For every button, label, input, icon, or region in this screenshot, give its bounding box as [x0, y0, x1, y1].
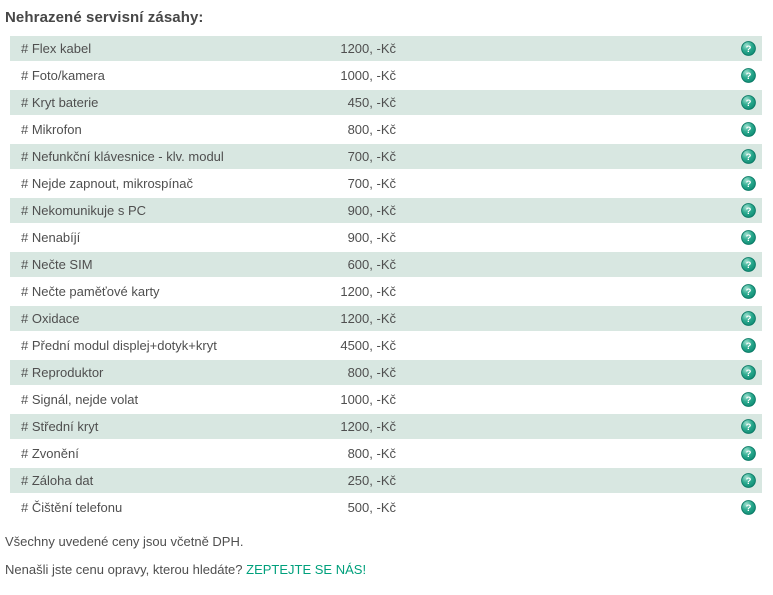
help-icon[interactable]: ?	[741, 284, 756, 299]
table-row: # Čištění telefonu 500, -Kč?	[10, 495, 762, 520]
svg-text:?: ?	[746, 314, 752, 325]
svg-text:?: ?	[746, 476, 752, 487]
price-label: 1200, -Kč	[340, 311, 396, 326]
price-label: 500, -Kč	[347, 500, 396, 515]
help-icon[interactable]: ?	[741, 419, 756, 434]
svg-text:?: ?	[746, 368, 752, 379]
service-label: # Zvonění	[21, 446, 79, 461]
table-row: # Kryt baterie 450, -Kč?	[10, 90, 762, 115]
table-row: # Přední modul displej+dotyk+kryt 4500, -…	[10, 333, 762, 358]
table-row: # Nečte paměťové karty 1200, -Kč?	[10, 279, 762, 304]
service-label: # Záloha dat	[21, 473, 94, 488]
table-row: # Oxidace 1200, -Kč?	[10, 306, 762, 331]
table-row: # Záloha dat 250, -Kč?	[10, 468, 762, 493]
table-row: # Střední kryt 1200, -Kč?	[10, 414, 762, 439]
service-label: # Signál, nejde volat	[21, 392, 139, 407]
service-label: # Nefunkční klávesnice - klv. modul	[21, 149, 224, 164]
svg-text:?: ?	[746, 71, 752, 82]
svg-text:?: ?	[746, 179, 752, 190]
svg-text:?: ?	[746, 287, 752, 298]
table-row: # Zvonění 800, -Kč?	[10, 441, 762, 466]
help-icon[interactable]: ?	[741, 446, 756, 461]
service-label: # Nekomunikuje s PC	[21, 203, 146, 218]
service-label: # Mikrofon	[21, 122, 82, 137]
price-label: 1000, -Kč	[340, 68, 396, 83]
price-label: 450, -Kč	[347, 95, 396, 110]
price-label: 700, -Kč	[347, 176, 396, 191]
price-label: 900, -Kč	[347, 230, 396, 245]
table-row: # Nekomunikuje s PC 900, -Kč?	[10, 198, 762, 223]
service-label: # Přední modul displej+dotyk+kryt	[21, 338, 217, 353]
svg-text:?: ?	[746, 206, 752, 217]
help-icon[interactable]: ?	[741, 68, 756, 83]
service-label: # Nejde zapnout, mikrospínač	[21, 176, 193, 191]
help-icon[interactable]: ?	[741, 473, 756, 488]
svg-text:?: ?	[746, 503, 752, 514]
table-row: # Signál, nejde volat 1000, -Kč?	[10, 387, 762, 412]
help-icon[interactable]: ?	[741, 41, 756, 56]
table-row: # Flex kabel 1200, -Kč?	[10, 36, 762, 61]
footer-question-text: Nenašli jste cenu opravy, kterou hledáte…	[5, 562, 243, 577]
price-label: 1200, -Kč	[340, 41, 396, 56]
table-row: # Nejde zapnout, mikrospínač 700, -Kč?	[10, 171, 762, 196]
help-icon[interactable]: ?	[741, 500, 756, 515]
svg-text:?: ?	[746, 395, 752, 406]
help-icon[interactable]: ?	[741, 311, 756, 326]
help-icon[interactable]: ?	[741, 392, 756, 407]
svg-text:?: ?	[746, 422, 752, 433]
page-title: Nehrazené servisní zásahy:	[5, 9, 204, 26]
svg-text:?: ?	[746, 260, 752, 271]
price-label: 800, -Kč	[347, 446, 396, 461]
price-label: 700, -Kč	[347, 149, 396, 164]
help-icon[interactable]: ?	[741, 338, 756, 353]
price-label: 4500, -Kč	[340, 338, 396, 353]
table-row: # Mikrofon 800, -Kč?	[10, 117, 762, 142]
price-label: 1000, -Kč	[340, 392, 396, 407]
service-price-table: # Flex kabel 1200, -Kč? # Foto/kamera 1000,…	[10, 36, 762, 520]
price-label: 1200, -Kč	[340, 419, 396, 434]
svg-text:?: ?	[746, 44, 752, 55]
table-row: # Nefunkční klávesnice - klv. modul 700, …	[10, 144, 762, 169]
service-label: # Nenabíjí	[21, 230, 81, 245]
help-icon[interactable]: ?	[741, 257, 756, 272]
svg-text:?: ?	[746, 449, 752, 460]
price-label: 800, -Kč	[347, 122, 396, 137]
price-label: 250, -Kč	[347, 473, 396, 488]
table-row: # Reproduktor 800, -Kč?	[10, 360, 762, 385]
vat-note: Všechny uvedené ceny jsou včetně DPH.	[5, 534, 244, 549]
svg-text:?: ?	[746, 152, 752, 163]
service-label: # Čištění telefonu	[21, 500, 123, 515]
help-icon[interactable]: ?	[741, 176, 756, 191]
svg-text:?: ?	[746, 98, 752, 109]
help-icon[interactable]: ?	[741, 95, 756, 110]
svg-text:?: ?	[746, 233, 752, 244]
price-label: 800, -Kč	[347, 365, 396, 380]
help-icon[interactable]: ?	[741, 230, 756, 245]
service-label: # Kryt baterie	[21, 95, 99, 110]
service-label: # Reproduktor	[21, 365, 104, 380]
service-label: # Střední kryt	[21, 419, 99, 434]
ask-us-link[interactable]: ZEPTEJTE SE NÁS!	[246, 562, 367, 577]
table-row: # Nečte SIM 600, -Kč?	[10, 252, 762, 277]
help-icon[interactable]: ?	[741, 149, 756, 164]
footer-question: Nenašli jste cenu opravy, kterou hledáte…	[5, 562, 773, 577]
table-row: # Nenabíjí 900, -Kč?	[10, 225, 762, 250]
help-icon[interactable]: ?	[741, 203, 756, 218]
price-label: 900, -Kč	[347, 203, 396, 218]
help-icon[interactable]: ?	[741, 365, 756, 380]
table-row: # Foto/kamera 1000, -Kč?	[10, 63, 762, 88]
service-label: # Nečte SIM	[21, 257, 93, 272]
service-label: # Oxidace	[21, 311, 80, 326]
service-label: # Foto/kamera	[21, 68, 105, 83]
service-label: # Flex kabel	[21, 41, 92, 56]
price-label: 600, -Kč	[347, 257, 396, 272]
price-label: 1200, -Kč	[340, 284, 396, 299]
svg-text:?: ?	[746, 341, 752, 352]
service-label: # Nečte paměťové karty	[21, 284, 160, 299]
help-icon[interactable]: ?	[741, 122, 756, 137]
svg-text:?: ?	[746, 125, 752, 136]
